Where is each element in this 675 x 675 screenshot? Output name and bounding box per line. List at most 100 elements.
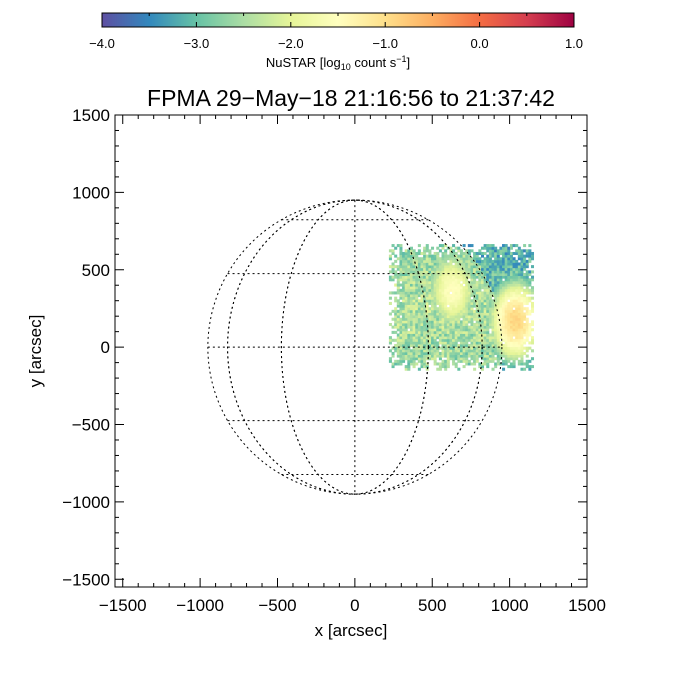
heatmap-cell [515, 244, 519, 248]
heatmap-cell [396, 351, 400, 355]
heatmap-cell [431, 349, 435, 353]
heatmap-cell [428, 275, 432, 279]
heatmap-cell [423, 257, 427, 261]
heatmap-cell [417, 367, 421, 371]
heatmap-cell [502, 267, 506, 271]
heatmap-cell [433, 254, 437, 258]
heatmap-cell [470, 351, 474, 355]
heatmap-cell [507, 275, 511, 279]
heatmap-cell [457, 357, 461, 361]
heatmap-cell [436, 349, 440, 353]
heatmap-cell [407, 262, 411, 266]
heatmap-cell [530, 365, 535, 369]
heatmap-cell [520, 309, 524, 313]
heatmap-cell [444, 336, 448, 340]
heatmap-cell [407, 275, 411, 279]
heatmap-cell [528, 296, 532, 300]
heatmap-cell [420, 257, 424, 261]
heatmap-cell [483, 307, 487, 311]
heatmap-cell [465, 254, 469, 258]
heatmap-cell [425, 246, 429, 250]
heatmap-cell [459, 344, 463, 348]
heatmap-cell [491, 325, 495, 329]
heatmap-cell [449, 309, 453, 313]
heatmap-cell [465, 267, 469, 271]
heatmap-cell [530, 320, 535, 324]
heatmap-cell [512, 312, 516, 316]
heatmap-cell [470, 288, 474, 292]
heatmap-cell [449, 254, 453, 258]
heatmap-cell [407, 367, 411, 371]
heatmap-cell [402, 315, 406, 319]
heatmap-cell [478, 291, 482, 295]
heatmap-cell [394, 283, 398, 287]
heatmap-cell [433, 346, 437, 350]
heatmap-cell [486, 330, 490, 334]
heatmap-cell [515, 299, 519, 303]
heatmap-cell [404, 325, 408, 329]
heatmap-cell [394, 273, 398, 277]
heatmap-cell [438, 288, 442, 292]
heatmap-cell [428, 357, 432, 361]
heatmap-cell [475, 320, 479, 324]
heatmap-cell [420, 315, 424, 319]
heatmap-cell [486, 317, 490, 321]
heatmap-cell [494, 273, 498, 277]
heatmap-cell [525, 349, 529, 353]
heatmap-cell [515, 275, 519, 279]
heatmap-cell [415, 322, 419, 327]
heatmap-cell [473, 251, 477, 255]
heatmap-cell [452, 304, 456, 308]
heatmap-cell [470, 325, 474, 329]
heatmap-cell [441, 280, 445, 284]
heatmap-cell [388, 270, 392, 274]
heatmap-cell [507, 357, 511, 361]
heatmap-cell [517, 291, 521, 295]
heatmap-cell [423, 357, 427, 361]
heatmap-cell [433, 354, 437, 358]
heatmap-cell [465, 344, 469, 348]
heatmap-cell [499, 309, 503, 313]
heatmap-cell [475, 288, 479, 292]
heatmap-cell [512, 330, 516, 334]
heatmap-cell [491, 351, 495, 355]
heatmap-cell [470, 362, 474, 366]
heatmap-cell [486, 365, 490, 369]
heatmap-cell [446, 246, 450, 250]
heatmap-cell [494, 338, 498, 342]
heatmap-cell [478, 344, 482, 348]
heatmap-cell [428, 299, 432, 303]
heatmap-cell [423, 288, 427, 292]
heatmap-cell [438, 351, 442, 355]
heatmap-cell [517, 249, 521, 253]
heatmap-cell [444, 320, 448, 324]
heatmap-cell [509, 301, 513, 305]
y-tick-label: 500 [82, 261, 110, 280]
heatmap-cell [409, 280, 413, 284]
heatmap-cell [488, 273, 492, 277]
heatmap-cell [388, 322, 392, 327]
heatmap-cell [515, 330, 519, 334]
heatmap-cell [465, 312, 469, 316]
heatmap-cell [462, 325, 466, 329]
heatmap-cell [462, 317, 466, 321]
heatmap-cell [396, 265, 400, 269]
heatmap-cell [459, 341, 463, 345]
heatmap-cell [504, 291, 508, 295]
heatmap-cell [509, 351, 513, 355]
heatmap-cell [467, 317, 471, 321]
heatmap-cell [465, 294, 469, 298]
heatmap-cell [444, 270, 448, 274]
heatmap-cell [475, 328, 479, 332]
heatmap-cell [520, 275, 524, 279]
heatmap-cell [428, 344, 432, 348]
heatmap-cell [417, 333, 421, 337]
heatmap-cell [494, 288, 498, 292]
heatmap-cell [412, 259, 416, 263]
heatmap-cell [462, 309, 466, 313]
heatmap-cell [446, 317, 450, 321]
heatmap-cell [496, 299, 500, 303]
heatmap-cell [441, 325, 445, 329]
heatmap-cell [515, 357, 519, 361]
heatmap-cell [454, 362, 458, 366]
